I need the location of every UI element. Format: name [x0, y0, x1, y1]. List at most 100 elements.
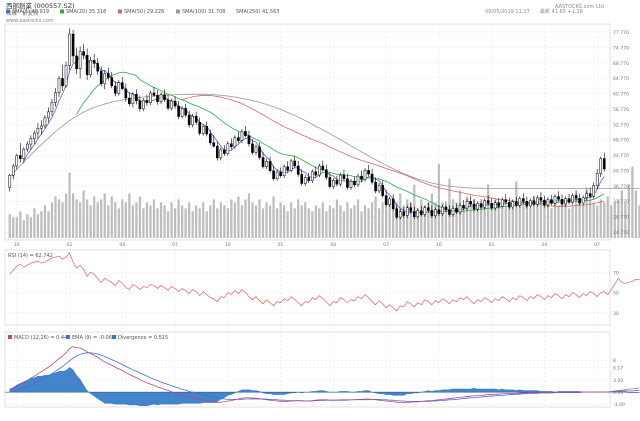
volume-bar	[114, 202, 117, 238]
volume-bar	[392, 208, 395, 238]
volume-bar	[173, 208, 177, 238]
candle-body	[479, 203, 483, 208]
candle-body	[465, 201, 469, 209]
candle-body	[47, 111, 50, 119]
candle-body	[106, 73, 110, 78]
x-tick-label: 07	[172, 242, 178, 248]
candle-body	[550, 199, 553, 204]
volume-bar	[518, 205, 521, 238]
candle-body	[483, 200, 486, 208]
candle-body	[8, 175, 12, 188]
volume-bar	[40, 211, 43, 238]
volume-bar	[47, 211, 50, 238]
volume-bar	[497, 202, 500, 238]
candle-body	[268, 161, 272, 171]
x-tick-label: 04	[541, 242, 547, 248]
candle-body	[258, 146, 261, 158]
legend-sma5: SMA(5) 40.919	[12, 9, 49, 15]
volume-bar	[363, 205, 367, 238]
candle-body	[486, 200, 490, 204]
volume-bar	[462, 205, 465, 238]
candle-body	[212, 142, 216, 147]
candle-body	[381, 184, 384, 196]
candle-body	[328, 177, 332, 187]
volume-bar	[385, 205, 388, 238]
candle-body	[208, 133, 212, 144]
candle-body	[529, 200, 532, 207]
volume-bar	[620, 190, 623, 238]
chart-subtitle: 日線 · 前复权	[6, 9, 39, 17]
volume-bar	[166, 211, 170, 238]
candle-body	[233, 137, 237, 148]
volume-bar	[574, 193, 578, 238]
candle-body	[514, 201, 518, 206]
candle-body	[332, 180, 335, 187]
volume-bar	[251, 202, 254, 238]
volume-bar	[110, 196, 113, 238]
candle-body	[525, 201, 529, 207]
candle-body	[585, 193, 588, 198]
candle-body	[184, 108, 187, 116]
candle-body	[96, 63, 100, 72]
candle-body	[131, 94, 135, 104]
candle-body	[490, 203, 493, 209]
candle-body	[578, 198, 581, 204]
candle-body	[149, 92, 152, 103]
candle-body	[36, 128, 40, 134]
volume-bar	[33, 208, 36, 238]
candle-body	[135, 94, 138, 101]
volume-bar	[328, 205, 331, 238]
rsi-panel-frame	[4, 249, 611, 326]
volume-bar	[529, 208, 532, 238]
candle-body	[511, 201, 515, 208]
volume-bar	[434, 202, 437, 238]
volume-bar	[370, 202, 374, 238]
candle-body	[244, 131, 247, 136]
volume-bar	[627, 184, 630, 238]
volume-bar	[195, 205, 198, 238]
candle-body	[124, 88, 128, 99]
candle-body	[307, 177, 311, 182]
candle-body	[325, 169, 328, 178]
candle-body	[19, 155, 22, 159]
site-url: www.aastocks.com	[6, 18, 54, 24]
rsi-title: RSI (14) = 62.742	[8, 253, 53, 259]
candle-body	[409, 207, 413, 212]
rsi-panel: RSI (14) = 62.742 70 50 30	[4, 249, 640, 326]
candle-body	[557, 196, 560, 200]
volume-bar	[163, 205, 166, 238]
candle-body	[574, 195, 578, 199]
candle-body	[237, 137, 240, 141]
volume-bar	[149, 205, 152, 238]
volume-bar	[198, 208, 201, 238]
volume-bar	[585, 187, 588, 238]
volume-bar	[592, 202, 595, 238]
volume-bars	[8, 163, 640, 238]
candle-body	[247, 135, 251, 145]
candle-body	[226, 143, 230, 154]
volume-bar	[532, 196, 536, 238]
candle-body	[82, 51, 85, 56]
candle-body	[22, 148, 26, 159]
volume-bar	[117, 208, 120, 238]
price-y-tick-label: 36.770	[613, 184, 629, 190]
volume-bar	[589, 199, 592, 238]
rsi-y-tick-label: 30	[613, 311, 619, 317]
candle-body	[43, 117, 47, 127]
volume-bar	[54, 196, 57, 238]
volume-bar	[43, 205, 47, 238]
candle-body	[497, 202, 501, 207]
candle-body	[374, 181, 377, 192]
candle-body	[472, 203, 476, 210]
ema-signal-line	[9, 352, 640, 402]
volume-bar	[131, 205, 135, 238]
macd-histogram	[5, 367, 640, 406]
volume-bar	[272, 196, 275, 238]
price-y-tick-label: 28.770	[613, 215, 629, 221]
volume-bar	[599, 199, 602, 238]
volume-bar	[553, 202, 557, 238]
volume-bar	[465, 196, 469, 238]
candle-body	[427, 207, 430, 211]
candle-body	[113, 85, 117, 94]
volume-bar	[78, 202, 82, 238]
